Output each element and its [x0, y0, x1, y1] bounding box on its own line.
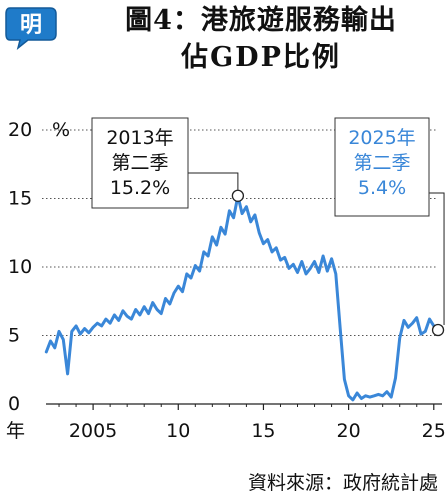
series-line [44, 194, 440, 402]
annotation-0-line-1: 第二季 [111, 152, 168, 174]
newspaper-logo: 明 [5, 7, 57, 50]
annotation-0-line-2: 15.2% [110, 177, 170, 199]
y-tick-label-20: 20 [8, 119, 32, 141]
x-tick-label-25: 25 [422, 420, 446, 442]
logo-char: 明 [20, 12, 42, 38]
annotation-0-line-0: 2013年 [106, 127, 173, 149]
annotation-box-0 [91, 117, 189, 209]
x-tick-label-15: 15 [251, 420, 275, 442]
x-tick-label-20: 20 [337, 420, 361, 442]
annotation-marker-0 [231, 189, 245, 202]
y-tick-label-15: 15 [8, 188, 32, 210]
annotation-leader-0 [188, 172, 239, 190]
source-note: 資料來源：政府統計處 [247, 472, 438, 494]
title-line-1: 圖4：港旅遊服務輸出 [125, 5, 397, 36]
annotation-1-line-2: 5.4% [358, 177, 406, 199]
x-tick-label-2005: 2005 [69, 420, 117, 442]
annotation-box-1 [334, 117, 430, 217]
annotation-leader-1 [429, 192, 445, 326]
y-tick-label-0: 0 [8, 393, 20, 415]
annotation-1-line-0: 2025年 [348, 127, 415, 149]
y-tick-label-5: 5 [8, 325, 20, 347]
annotation-marker-1 [431, 323, 445, 337]
annotation-1-line-1: 第二季 [353, 152, 410, 174]
title-line-2: 佔GDP比例 [181, 42, 341, 73]
chart-title: 圖4：港旅遊服務輸出 佔GDP比例 [78, 2, 444, 76]
x-tick-label-10: 10 [166, 420, 190, 442]
y-tick-label-10: 10 [8, 256, 32, 278]
x-axis-label: 年 [6, 420, 25, 442]
y-unit-label: % [52, 119, 70, 141]
logo-bubble-shape [5, 7, 57, 50]
